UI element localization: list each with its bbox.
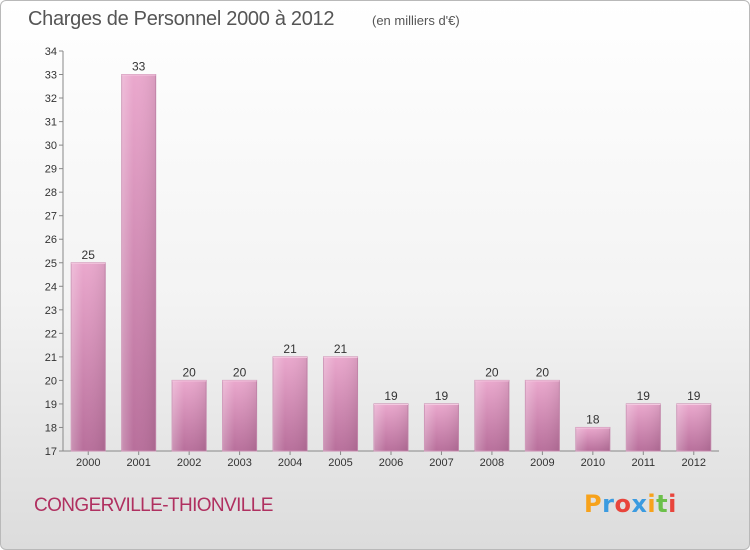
x-tick-label: 2010 [581,457,605,469]
bar-shade [626,403,661,451]
y-tick-label: 26 [45,234,57,246]
x-tick-label: 2009 [530,457,554,469]
y-tick-label: 21 [45,352,57,364]
x-tick-label: 2000 [76,457,100,469]
logo-letter: i [647,490,657,518]
bar-shade [323,356,358,451]
x-tick-label: 2005 [328,457,352,469]
city-name: CONGERVILLE-THIONVILLE [34,495,273,516]
y-tick-label: 29 [45,164,57,176]
logo-letter: o [614,490,632,518]
bar-shade [424,403,459,451]
x-tick-label: 2002 [177,457,201,469]
y-tick-label: 34 [45,46,57,58]
bar-value-label: 20 [182,365,196,379]
y-tick-label: 33 [45,70,57,82]
bar-value-label: 20 [536,365,550,379]
logo-letter: P [584,490,603,518]
bar-shade [374,403,408,451]
y-tick-label: 22 [45,328,57,340]
bar-value-label: 19 [435,389,449,403]
x-tick-label: 2001 [126,457,150,469]
bar-value-label: 19 [687,389,701,403]
bar-value-label: 21 [283,342,297,356]
bar-value-label: 19 [384,389,398,403]
logo-letter: x [631,490,648,518]
bar-value-label: 33 [132,60,146,74]
y-tick-label: 32 [45,93,57,105]
x-tick-label: 2012 [682,457,706,469]
x-tick-label: 2003 [227,457,251,469]
bar-shade [474,380,509,451]
bar-value-label: 21 [334,342,348,356]
x-tick-label: 2008 [480,457,504,469]
logo-letter: i [668,490,677,518]
logo-letter: r [602,490,615,518]
y-tick-label: 17 [45,446,57,458]
x-tick-label: 2004 [278,457,302,469]
y-tick-label: 24 [45,281,57,293]
chart-title: Charges de Personnel 2000 à 2012 [28,8,335,30]
bar-value-label: 20 [233,365,247,379]
x-tick-label: 2007 [429,457,453,469]
y-tick-label: 27 [45,211,57,223]
bar-value-label: 19 [637,389,651,403]
bar-shade [121,74,156,451]
y-tick-label: 18 [45,422,57,434]
x-tick-label: 2006 [379,457,403,469]
bar-value-label: 18 [586,412,600,426]
chart-subtitle: (en milliers d'€) [372,13,460,28]
y-tick-label: 19 [45,399,57,411]
bar-shade [222,380,257,451]
bar-shade [575,427,610,451]
bar-shade [273,356,308,451]
proxiti-logo[interactable]: Proxiti [584,490,677,518]
y-tick-label: 25 [45,258,57,270]
logo-letter: t [656,490,669,518]
x-tick-label: 2011 [631,457,655,469]
y-tick-label: 23 [45,305,57,317]
y-tick-label: 28 [45,187,57,199]
bar-shade [525,380,560,451]
y-tick-label: 20 [45,375,57,387]
y-tick-label: 31 [45,117,57,129]
bar-value-label: 20 [485,365,499,379]
y-tick-label: 30 [45,140,57,152]
bar-value-label: 25 [82,248,96,262]
bar-shade [172,380,207,451]
bar-shade [676,403,711,451]
bar-shade [71,262,106,451]
